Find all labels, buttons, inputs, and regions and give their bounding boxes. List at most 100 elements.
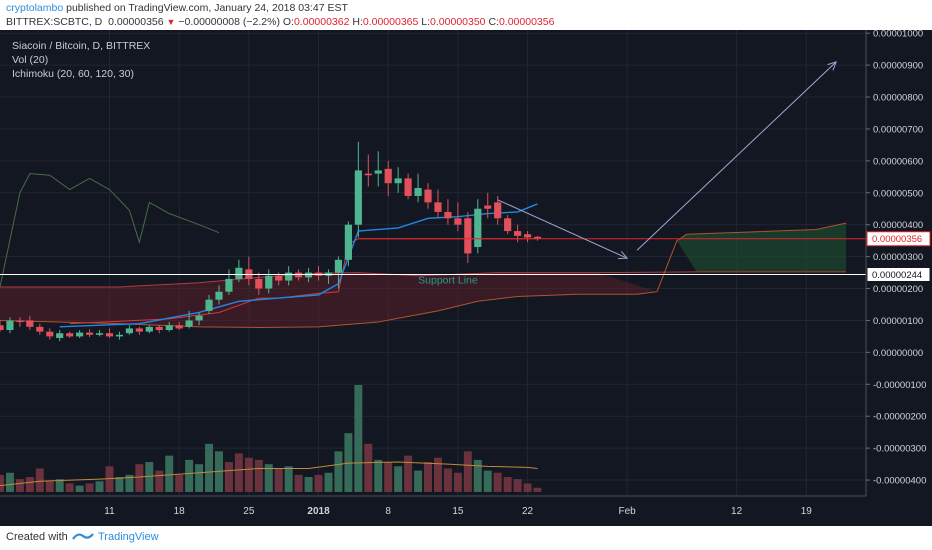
candle-body (46, 331, 54, 337)
candle-body (195, 315, 203, 321)
tradingview-logo-icon[interactable] (72, 530, 94, 544)
volume-bar (115, 477, 124, 492)
candle-body (454, 218, 462, 225)
volume-pane (0, 385, 542, 492)
volume-bar (443, 468, 452, 492)
volume-bar (105, 466, 114, 492)
volume-bar (35, 468, 44, 492)
low-label: L: (421, 16, 431, 28)
tradingview-brand-link[interactable]: TradingView (98, 531, 159, 543)
volume-bar (294, 474, 303, 492)
candle-body (56, 333, 64, 339)
candle-body (364, 173, 372, 176)
volume-bar (205, 443, 214, 492)
date-tick-label: 11 (104, 506, 115, 517)
candle-body (76, 332, 84, 337)
date-tick-label: 8 (385, 506, 391, 517)
author-link[interactable]: cryptolambo (6, 2, 64, 14)
volume-bar (85, 483, 94, 492)
cloud-lower-line (0, 222, 847, 328)
volume-bar (145, 462, 154, 492)
candle-body (105, 333, 114, 337)
candle-body (504, 218, 512, 232)
volume-bar (55, 479, 64, 492)
target-arrow-head (827, 61, 837, 71)
price-tick-label: 0.00000900 (873, 61, 923, 72)
price-tick-label: 0.00000300 (873, 252, 923, 263)
lagging-span-line (0, 173, 220, 288)
candle-body (444, 211, 452, 219)
price-tick-label: 0.00001000 (873, 30, 923, 40)
legend-title: Siacoin / Bitcoin, D, BITTREX (12, 40, 150, 52)
date-tick-label: 25 (243, 506, 255, 517)
candle-body (474, 208, 482, 248)
candle-body (185, 320, 193, 327)
volume-ma-line (0, 461, 538, 487)
cloud-upper-line (0, 271, 847, 288)
candle-body (66, 333, 74, 337)
volume-bar (165, 455, 174, 492)
volume-bar (334, 451, 343, 492)
volume-bar (324, 472, 333, 492)
date-tick-label: 2018 (307, 506, 330, 517)
volume-bar (354, 385, 363, 492)
published-text: published on TradingView.com, January 24… (66, 2, 348, 14)
volume-bar (374, 459, 383, 492)
downtrend-arrow-shaft (497, 199, 628, 259)
price-tick-label: 0.00000200 (873, 284, 923, 295)
date-tick-label: Feb (618, 506, 636, 517)
candle-body (394, 178, 402, 184)
volume-bar (0, 474, 4, 492)
price-tick-label: -0.00000300 (873, 444, 926, 455)
chart-svg[interactable]: Support Line 0.00001000 0.00000900 0.00000… (0, 29, 932, 526)
volume-bar (135, 464, 144, 492)
legend-ichimoku: Ichimoku (20, 60, 120, 30) (12, 68, 134, 80)
chart-area[interactable]: Support Line 0.00001000 0.00000900 0.00000… (0, 29, 932, 526)
volume-bar (224, 462, 233, 492)
publish-line: cryptolambo published on TradingView.com… (6, 2, 348, 15)
price-labels: 0.00000356 0.00000244 (866, 231, 931, 282)
price-axis[interactable]: 0.00001000 0.00000900 0.00000800 0.00000700… (866, 29, 926, 487)
candle-body (135, 328, 143, 332)
candle-body (95, 333, 104, 335)
date-tick-label: 18 (174, 506, 186, 517)
volume-bar (513, 479, 522, 492)
candles (0, 141, 542, 342)
candle-body (86, 332, 94, 335)
candle-body (424, 189, 432, 203)
chart-header: cryptolambo published on TradingView.com… (0, 0, 932, 30)
support-price-badge-label: 0.00000244 (872, 270, 922, 281)
volume-bar (453, 472, 462, 492)
last-value: 0.00000356 (108, 16, 164, 28)
price-tick-label: 0.00000100 (873, 316, 923, 327)
volume-bar (483, 470, 492, 492)
date-tick-label: 15 (452, 506, 464, 517)
support-line-label: Support Line (418, 274, 478, 286)
time-axis[interactable]: 11 18 25 2018 8 15 22 Feb 12 19 (104, 506, 812, 517)
volume-bar (185, 459, 194, 492)
base-line (69, 238, 538, 325)
ohlc-line: BITTREX:SCBTC, D 0.00000356 ▼ −0.0000000… (6, 16, 554, 29)
high-value: 0.00000365 (362, 16, 419, 28)
cloud-bullish-area (676, 223, 847, 272)
price-tick-label: -0.00000100 (873, 380, 926, 391)
volume-bar (25, 477, 34, 492)
date-tick-label: 12 (731, 506, 743, 517)
volume-bar (314, 474, 323, 492)
price-tick-label: 0.00000400 (873, 220, 923, 231)
price-axis-background (866, 30, 932, 496)
candle-body (464, 218, 472, 254)
volume-bar (364, 443, 373, 492)
volume-bar (155, 470, 164, 492)
candle-body (255, 278, 263, 289)
candle-body (484, 205, 492, 209)
candle-body (125, 328, 133, 334)
volume-bar (5, 472, 14, 492)
candle-body (404, 178, 412, 196)
volume-bar (244, 457, 253, 492)
close-label: C: (488, 16, 499, 28)
date-tick-label: 19 (801, 506, 813, 517)
volume-bar (65, 483, 74, 492)
candle-body (175, 325, 183, 329)
candle-body (235, 267, 243, 279)
